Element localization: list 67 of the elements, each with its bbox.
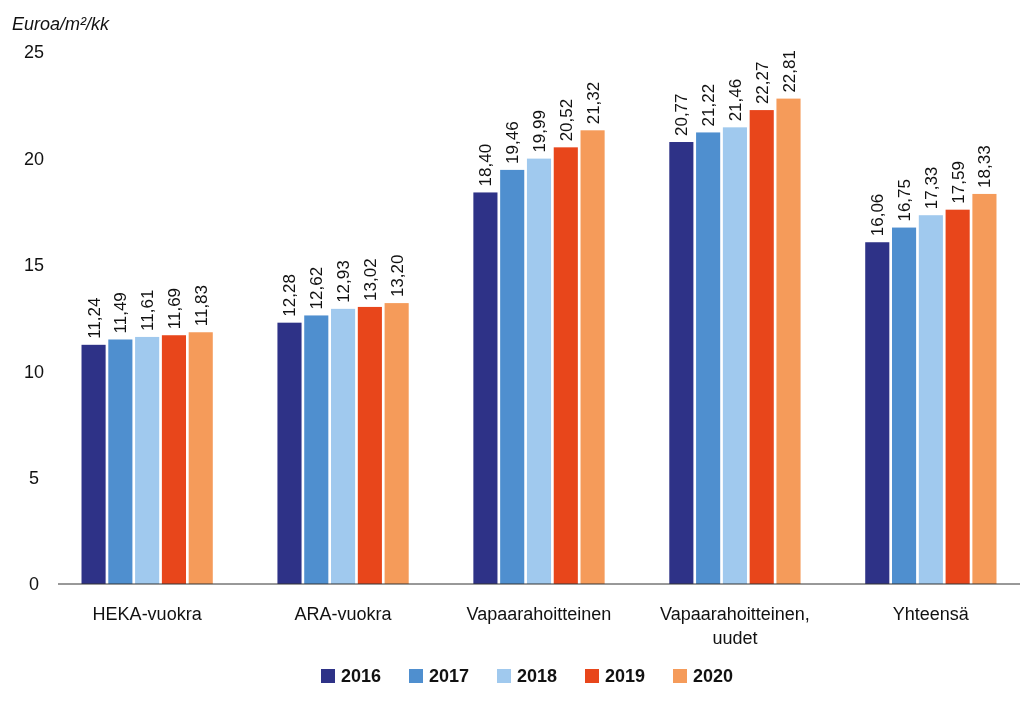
data-label: 11,83: [191, 284, 211, 327]
bar: [188, 332, 213, 584]
legend-label: 2016: [341, 666, 382, 686]
bar: [108, 339, 133, 584]
data-label: 11,69: [164, 287, 184, 330]
data-label: 21,46: [725, 78, 745, 122]
data-label: 11,24: [84, 297, 104, 339]
bar: [331, 308, 356, 584]
bar: [553, 147, 578, 584]
data-label: 20,52: [556, 98, 576, 142]
y-tick-label: 5: [28, 467, 40, 488]
data-label: 17,33: [921, 166, 941, 210]
data-label: 19,99: [530, 110, 549, 153]
bar: [865, 242, 890, 584]
data-label: 22,81: [779, 50, 799, 93]
bar: [918, 215, 943, 584]
bar: [357, 306, 382, 584]
x-tick-label: HEKA-vuokra: [92, 604, 203, 624]
bar: [580, 130, 605, 584]
legend-label: 2020: [693, 666, 734, 686]
data-label: 12,93: [334, 260, 354, 303]
data-label: 18,40: [476, 143, 496, 187]
bar: [277, 322, 302, 584]
bar: [972, 193, 997, 584]
data-label: 11,61: [138, 289, 158, 331]
x-tick-label: ARA-vuokra: [294, 604, 393, 624]
data-label: 19,46: [503, 121, 523, 164]
bar: [696, 132, 721, 584]
y-axis-title: Euroa/m²/kk: [12, 14, 111, 34]
x-tick-label: Vapaarahoitteinen: [466, 604, 612, 624]
bar: [161, 335, 186, 584]
bar: [892, 227, 917, 584]
bar: [135, 336, 160, 584]
y-tick-label: 20: [23, 148, 45, 169]
bar: [81, 344, 106, 584]
bar: [500, 169, 525, 584]
bar: [473, 192, 498, 584]
data-label: 13,02: [360, 258, 380, 301]
data-label: 11,49: [111, 292, 131, 334]
bar: [384, 303, 409, 584]
data-label: 12,28: [280, 274, 300, 317]
data-label: 22,27: [752, 61, 772, 105]
bar: [304, 315, 329, 584]
bar: [749, 110, 774, 584]
legend-label: 2017: [429, 666, 470, 686]
y-tick-label: 25: [23, 42, 45, 63]
legend-label: 2018: [517, 666, 558, 686]
x-tick-label: Yhteensä: [892, 604, 970, 624]
data-label: 16,75: [895, 179, 915, 222]
bar: [776, 98, 801, 584]
data-label: 21,22: [699, 83, 719, 127]
bar: [722, 127, 747, 584]
data-label: 21,32: [583, 81, 603, 125]
bar: [669, 142, 694, 584]
x-tick-label: Vapaarahoitteinen, uudet: [660, 604, 810, 648]
data-label: 12,62: [307, 266, 327, 310]
data-label: 13,20: [387, 254, 407, 298]
data-label: 16,06: [868, 193, 888, 237]
data-label: 18,33: [975, 145, 995, 188]
y-tick-label: 0: [28, 574, 40, 595]
data-label: 20,77: [672, 93, 692, 137]
data-label: 17,59: [948, 161, 968, 204]
y-tick-label: 15: [23, 255, 45, 276]
y-tick-label: 10: [23, 361, 45, 382]
legend-label: 2019: [605, 666, 646, 686]
bar: [526, 158, 552, 584]
bar: [945, 209, 970, 584]
